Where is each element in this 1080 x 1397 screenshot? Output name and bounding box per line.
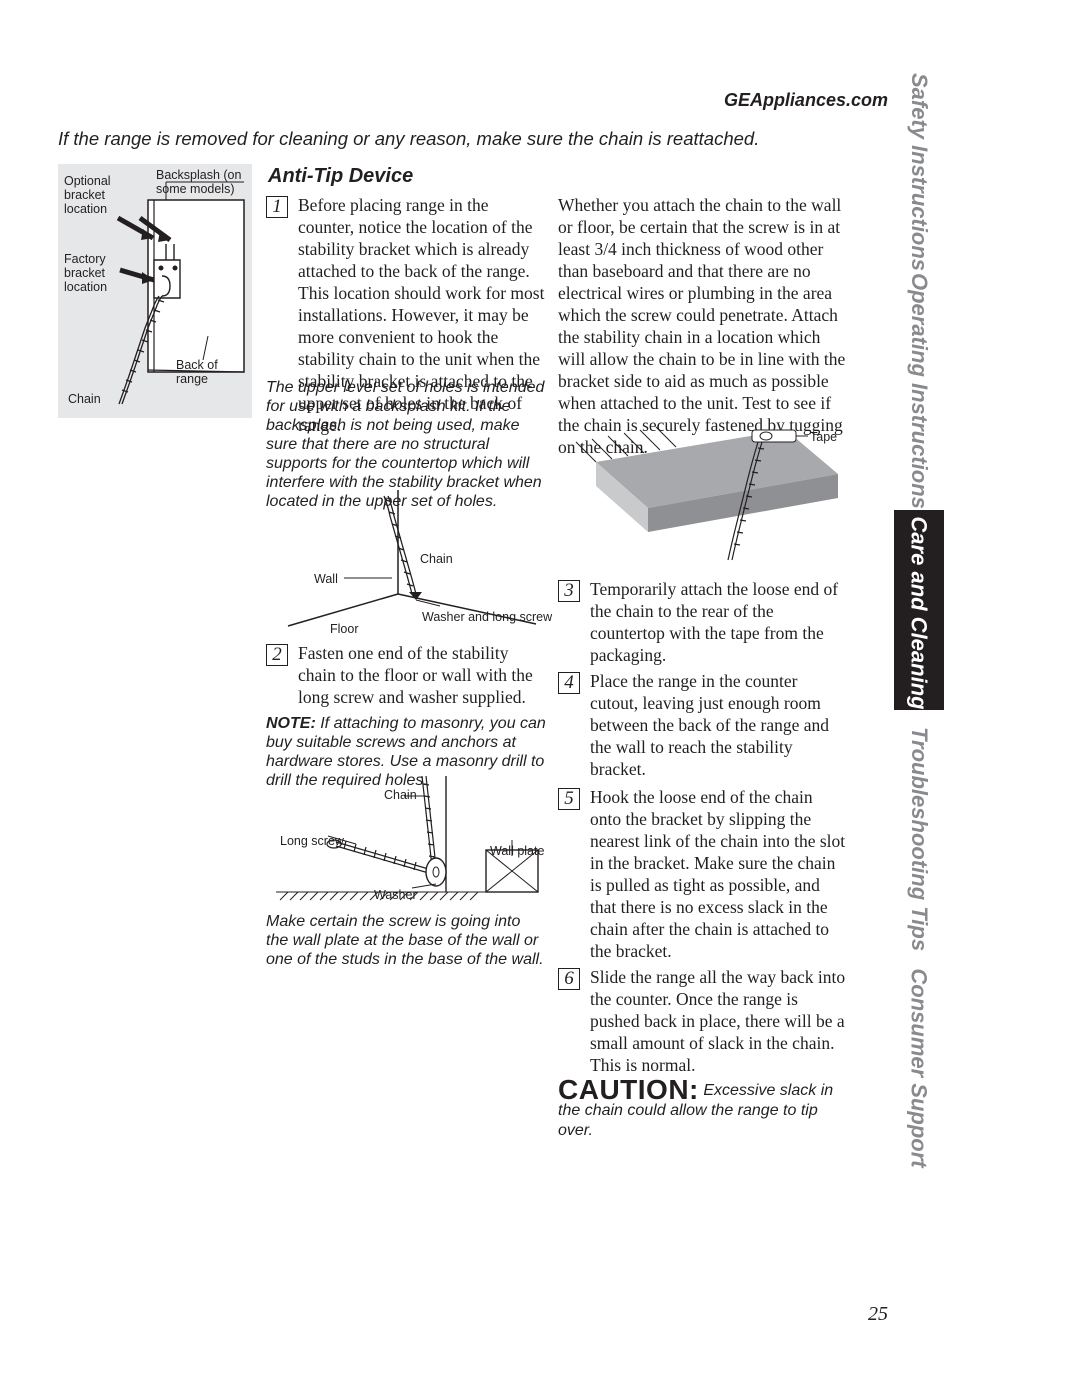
figure-bracket-location: Optional bracket location Backsplash (on… [58, 164, 252, 418]
step-number-icon: 2 [266, 644, 288, 666]
step-4-text: Place the range in the counter cutout, l… [590, 671, 829, 779]
fig1-back-label: Back of range [176, 358, 236, 386]
step-5-text: Hook the loose end of the chain onto the… [590, 787, 845, 961]
note-prefix: NOTE: [266, 715, 316, 732]
tab-label: Consumer Support [906, 966, 932, 1171]
step-number-icon: 6 [558, 968, 580, 990]
page: GEAppliances.com If the range is removed… [58, 70, 888, 1330]
step-number-icon: 4 [558, 672, 580, 694]
step-5-block: 5 Hook the loose end of the chain onto t… [558, 786, 846, 962]
step-4-block: 4 Place the range in the counter cutout,… [558, 670, 846, 780]
tab-operating: Operating Instructions [894, 270, 944, 500]
fig3-chain-label: Chain [384, 788, 417, 802]
step-6-text: Slide the range all the way back into th… [590, 967, 845, 1075]
step-number-icon: 3 [558, 580, 580, 602]
lead-note: If the range is removed for cleaning or … [58, 128, 848, 150]
fig4-tape-label: Tape [810, 430, 837, 444]
caution-word: CAUTION: [558, 1074, 699, 1105]
step-2-block: 2 Fasten one end of the stability chain … [266, 642, 546, 708]
step-3-text: Temporarily attach the loose end of the … [590, 579, 838, 665]
fig3-wallplate-label: Wall plate [490, 844, 544, 858]
step-5: 5 Hook the loose end of the chain onto t… [558, 786, 846, 962]
step-number-icon: 5 [558, 788, 580, 810]
fig2-washer-label: Washer and long screw [422, 610, 552, 624]
tab-care: Care and Cleaning [894, 510, 944, 710]
tab-safety: Safety Instructions [894, 70, 944, 260]
header-url: GEAppliances.com [724, 90, 888, 111]
step-4: 4 Place the range in the counter cutout,… [558, 670, 846, 780]
page-number: 25 [868, 1303, 888, 1326]
fig1-factory-label: Factory bracket location [64, 252, 148, 294]
step-2-text: Fasten one end of the stability chain to… [298, 643, 533, 707]
step-2: 2 Fasten one end of the stability chain … [266, 642, 546, 708]
tab-label: Operating Instructions [906, 273, 932, 503]
step-3: 3 Temporarily attach the loose end of th… [558, 578, 846, 666]
section-title: Anti-Tip Device [268, 165, 413, 188]
fig2-chain-label: Chain [420, 552, 453, 566]
fig3-caption: Make certain the screw is going into the… [266, 912, 546, 969]
right-intro: Whether you attach the chain to the wall… [558, 194, 846, 458]
fig1-optional-label: Optional bracket location [64, 174, 142, 216]
tab-troubleshooting: Troubleshooting Tips [894, 720, 944, 950]
fig3-washer-label: Washer [374, 888, 417, 902]
caution-block: CAUTION: Excessive slack in the chain co… [558, 1080, 846, 1141]
step-6-block: 6 Slide the range all the way back into … [558, 966, 846, 1076]
tab-label: Troubleshooting Tips [906, 727, 932, 949]
step-6: 6 Slide the range all the way back into … [558, 966, 846, 1076]
fig2-wall-label: Wall [314, 572, 338, 586]
fig1-backsplash-label: Backsplash (on some models) [156, 168, 250, 196]
fig3-longscrew-label: Long screw [280, 834, 344, 848]
side-tabs: Safety Instructions Operating Instructio… [894, 70, 944, 1200]
fig2-floor-label: Floor [330, 622, 358, 636]
step-3-block: 3 Temporarily attach the loose end of th… [558, 578, 846, 666]
fig1-chain-label: Chain [68, 392, 101, 406]
step-number-icon: 1 [266, 196, 288, 218]
tab-consumer: Consumer Support [894, 960, 944, 1170]
figure-tape-countertop [566, 422, 844, 570]
tab-label: Care and Cleaning [906, 516, 932, 711]
tab-label: Safety Instructions [906, 73, 932, 263]
